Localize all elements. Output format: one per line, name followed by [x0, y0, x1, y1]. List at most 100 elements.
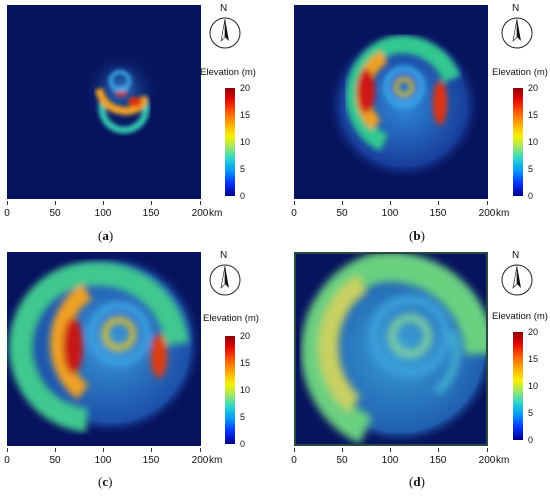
tick-label: 50 [49, 208, 61, 219]
map-a-svg [81, 50, 161, 134]
colorbar-tick: 0 [240, 191, 246, 201]
tick-label: 200 [191, 208, 209, 219]
colorbar-tick: 5 [528, 164, 534, 174]
tick [294, 448, 295, 452]
tick [390, 448, 391, 452]
tick-label: 200 [191, 455, 209, 466]
x-axis-b: 0 50 100 150 200 km [291, 201, 514, 223]
tick [151, 201, 152, 205]
north-arrow-icon: N [208, 3, 242, 50]
tick [200, 448, 201, 452]
tick [342, 448, 343, 452]
ring-center [388, 314, 432, 358]
crest-arc [318, 275, 368, 412]
colorbar-tick: 5 [240, 164, 246, 174]
north-arrow-icon: N [500, 250, 534, 297]
tick [487, 448, 488, 452]
tick-label: 150 [142, 208, 160, 219]
colorbar-tick: 20 [528, 327, 539, 337]
colorbar-tick: 20 [528, 83, 539, 93]
elevation-map-d [294, 252, 488, 446]
peak-spot [433, 81, 447, 125]
tick-label: 0 [4, 455, 10, 466]
north-letter: N [220, 250, 228, 261]
tick [55, 201, 56, 205]
colorbar [513, 88, 523, 196]
colorbar-tick: 5 [528, 408, 534, 418]
axis-unit: km [496, 455, 510, 466]
north-letter: N [512, 250, 520, 261]
colorbar-title: Elevation (m) [492, 67, 548, 78]
tick-label: 50 [336, 455, 348, 466]
tick [200, 201, 201, 205]
tick [151, 448, 152, 452]
colorbar-tick: 0 [528, 435, 534, 445]
colorbar-tick: 15 [240, 358, 251, 368]
tick-label: 200 [478, 455, 496, 466]
tick [7, 201, 8, 205]
tick [342, 201, 343, 205]
tick-label: 0 [291, 208, 297, 219]
caption-c: (c) [98, 474, 113, 489]
colorbar-tick: 10 [528, 137, 539, 147]
tick-label: 150 [142, 455, 160, 466]
tick-label: 50 [336, 208, 348, 219]
axis-unit: km [209, 208, 223, 219]
ring-inner [109, 70, 131, 92]
tick [390, 201, 391, 205]
tick-label: 150 [429, 455, 447, 466]
tick-label: 50 [49, 455, 61, 466]
tick-label: 0 [291, 455, 297, 466]
peak-spot [357, 69, 375, 113]
elevation-map-b [294, 5, 488, 199]
tick [487, 201, 488, 205]
colorbar-tick: 20 [240, 331, 251, 341]
ring-edge [433, 330, 460, 396]
colorbar-tick: 20 [240, 83, 251, 93]
colorbar-title: Elevation (m) [492, 311, 548, 322]
caption-b: (b) [409, 228, 425, 243]
tick-label: 0 [4, 208, 10, 219]
colorbar-title: Elevation (m) [203, 313, 259, 324]
axis-unit: km [496, 208, 510, 219]
north-arrow-icon: N [208, 250, 242, 297]
elevation-map-a [7, 5, 201, 199]
colorbar [225, 336, 235, 444]
ring-center [102, 317, 136, 351]
caption-a: (a) [98, 228, 114, 243]
colorbar-tick: 5 [240, 412, 246, 422]
north-letter: N [512, 3, 520, 14]
map-d-svg [301, 254, 486, 444]
colorbar-tick: 10 [240, 137, 251, 147]
tick-label: 100 [94, 208, 112, 219]
x-axis-c: 0 50 100 150 200 km [4, 448, 227, 470]
tick [103, 448, 104, 452]
x-axis-d: 0 50 100 150 200 km [291, 448, 514, 470]
crest-arc [50, 284, 92, 400]
ring-inner [369, 295, 451, 377]
tick-label: 150 [429, 208, 447, 219]
peak-spot [151, 334, 167, 378]
tick [55, 448, 56, 452]
tick-label: 100 [381, 208, 399, 219]
colorbar-tick: 0 [528, 191, 534, 201]
ring-inner [383, 66, 425, 108]
tick [294, 201, 295, 205]
colorbar-tick: 15 [528, 110, 539, 120]
colorbar-tick: 15 [528, 354, 539, 364]
tick-label: 100 [94, 455, 112, 466]
tick [438, 448, 439, 452]
colorbar-tick: 10 [528, 381, 539, 391]
map-c-svg [8, 252, 201, 436]
colorbar-tick: 10 [240, 385, 251, 395]
ring-outer [8, 261, 189, 432]
peak-spot [128, 97, 142, 107]
colorbar-tick: 0 [240, 439, 246, 449]
ring-outer [98, 95, 150, 134]
caption-d: (d) [409, 474, 425, 489]
tick-label: 100 [381, 455, 399, 466]
elevation-map-c [7, 252, 201, 446]
tick [103, 201, 104, 205]
ring-inner [87, 302, 151, 366]
north-arrow-icon: N [500, 3, 534, 50]
